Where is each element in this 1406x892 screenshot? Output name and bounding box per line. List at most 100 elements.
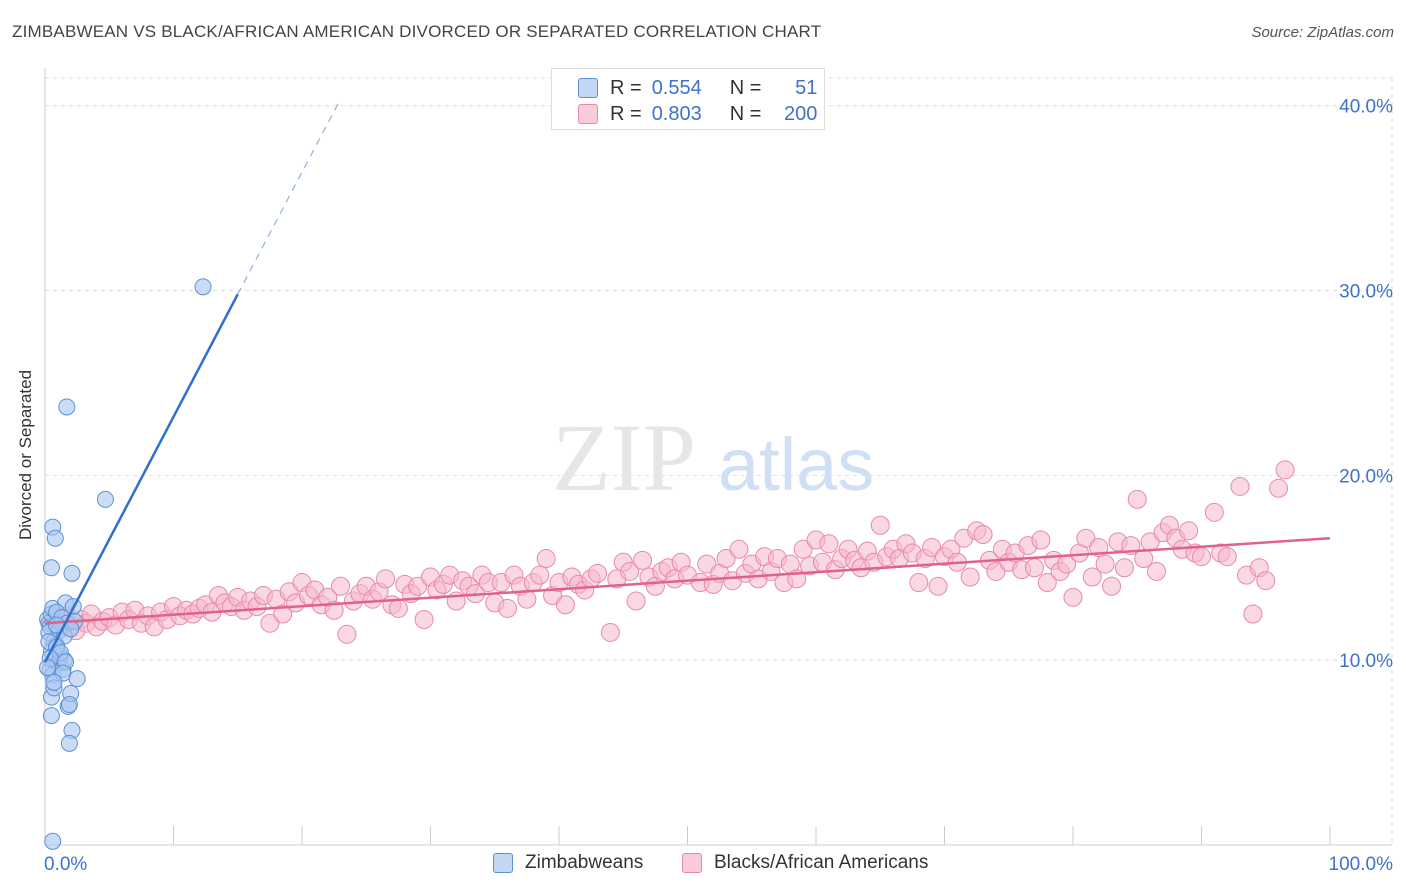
data-point-blacks <box>331 576 351 596</box>
series-zimbabweans <box>39 278 212 850</box>
data-point-zimbabweans <box>63 564 81 582</box>
data-point-blacks <box>273 604 293 624</box>
watermark: ZIP atlas <box>552 404 874 511</box>
legend-r-label: R = <box>610 76 642 99</box>
data-point-zimbabweans <box>44 832 62 850</box>
data-point-blacks <box>922 537 942 557</box>
data-point-zimbabweans <box>60 734 78 752</box>
data-point-blacks <box>1095 554 1115 574</box>
legend-swatch-pink <box>578 104 598 124</box>
data-point-blacks <box>716 549 736 569</box>
data-point-blacks <box>960 567 980 587</box>
data-point-blacks <box>1024 558 1044 578</box>
data-point-blacks <box>633 550 653 570</box>
x-tick-label: 100.0% <box>1329 854 1394 875</box>
trend-line-zimbabweans <box>43 293 239 663</box>
data-point-zimbabweans <box>46 529 64 547</box>
data-point-blacks <box>1037 573 1057 593</box>
data-point-zimbabweans <box>58 398 76 416</box>
data-point-blacks <box>337 624 357 644</box>
legend-label: Zimbabweans <box>525 852 644 873</box>
legend-item-blacks: Blacks/African Americans <box>682 852 928 874</box>
data-point-blacks <box>909 573 929 593</box>
data-point-zimbabweans <box>42 707 60 725</box>
data-point-blacks <box>870 515 890 535</box>
data-point-blacks <box>1089 537 1109 557</box>
data-point-blacks <box>986 561 1006 581</box>
data-point-blacks <box>1204 502 1224 522</box>
data-point-blacks <box>1063 587 1083 607</box>
legend-swatch-blue <box>493 853 513 873</box>
data-point-blacks <box>600 622 620 642</box>
data-point-blacks <box>555 595 575 615</box>
data-point-blacks <box>530 565 550 585</box>
data-point-blacks <box>793 539 813 559</box>
data-point-blacks <box>260 613 280 633</box>
data-point-zimbabweans <box>68 670 86 688</box>
data-point-blacks <box>1256 571 1276 591</box>
data-point-zimbabweans <box>45 673 63 691</box>
tick-labels: 10.0% 20.0% 30.0% 40.0% 0.0% 100.0% <box>44 97 1393 875</box>
data-point-blacks <box>1114 558 1134 578</box>
trend-extension-zimbabweans <box>237 103 339 295</box>
legend-r-value: 0.803 <box>651 102 702 125</box>
legend-n-value: 200 <box>784 102 818 125</box>
legend-swatch-blue <box>578 78 598 98</box>
x-tick-label: 0.0% <box>44 854 87 875</box>
data-point-blacks <box>697 554 717 574</box>
data-point-blacks <box>1179 521 1199 541</box>
data-point-blacks <box>819 534 839 554</box>
legend-r-label: R = <box>610 102 642 125</box>
data-point-blacks <box>1127 489 1147 509</box>
data-point-blacks <box>1102 576 1122 596</box>
y-tick-label: 10.0% <box>1339 651 1393 672</box>
legend-n-value: 51 <box>795 76 818 99</box>
legend-item-zimbabweans: Zimbabweans <box>493 852 643 874</box>
data-point-blacks <box>626 591 646 611</box>
data-point-blacks <box>928 576 948 596</box>
data-point-blacks <box>376 569 396 589</box>
data-point-blacks <box>1243 604 1263 624</box>
trend-line-blacks <box>44 536 1331 625</box>
data-point-zimbabweans <box>194 278 212 296</box>
trend-lines <box>43 103 1331 663</box>
data-point-zimbabweans <box>96 490 114 508</box>
y-tick-label: 40.0% <box>1339 97 1393 118</box>
legend-row-zimbabweans: R = 0.554 N = 51 <box>552 75 817 101</box>
data-point-blacks <box>1192 547 1211 567</box>
legend-r-value: 0.554 <box>651 76 702 99</box>
data-point-blacks <box>973 525 993 545</box>
data-point-blacks <box>1275 460 1295 480</box>
legend-label: Blacks/African Americans <box>714 852 929 873</box>
data-point-blacks <box>620 561 640 581</box>
data-point-blacks <box>729 539 749 559</box>
data-point-blacks <box>498 598 518 618</box>
legend-swatch-pink <box>682 853 702 873</box>
data-point-blacks <box>536 549 556 569</box>
data-point-blacks <box>1269 478 1289 498</box>
chart-title: ZIMBABWEAN VS BLACK/AFRICAN AMERICAN DIV… <box>12 22 822 41</box>
data-point-blacks <box>414 610 434 630</box>
data-point-blacks <box>408 576 428 596</box>
data-point-blacks <box>1230 476 1250 496</box>
data-point-blacks <box>1076 528 1096 548</box>
data-point-blacks <box>1217 547 1237 567</box>
legend-row-blacks: R = 0.803 N = 200 <box>552 101 817 127</box>
y-tick-label: 20.0% <box>1339 466 1393 487</box>
legend-n-label: N = <box>729 76 762 99</box>
data-point-blacks <box>1082 567 1102 587</box>
source-label: Source: ZipAtlas.com <box>1251 24 1394 41</box>
data-point-zimbabweans <box>42 559 60 577</box>
y-tick-label: 30.0% <box>1339 282 1393 303</box>
data-point-blacks <box>1031 530 1051 550</box>
correlation-legend: R = 0.554 N = 51 R = 0.803 N = 200 <box>551 68 825 130</box>
y-axis-label: Divorced or Separated <box>16 369 35 541</box>
data-point-zimbabweans <box>60 696 78 714</box>
data-point-blacks <box>388 598 408 618</box>
legend-n-label: N = <box>729 102 762 125</box>
data-point-blacks <box>324 600 344 620</box>
data-point-blacks <box>588 563 608 583</box>
watermark-zip: ZIP <box>552 404 696 511</box>
data-point-blacks <box>1147 561 1167 581</box>
